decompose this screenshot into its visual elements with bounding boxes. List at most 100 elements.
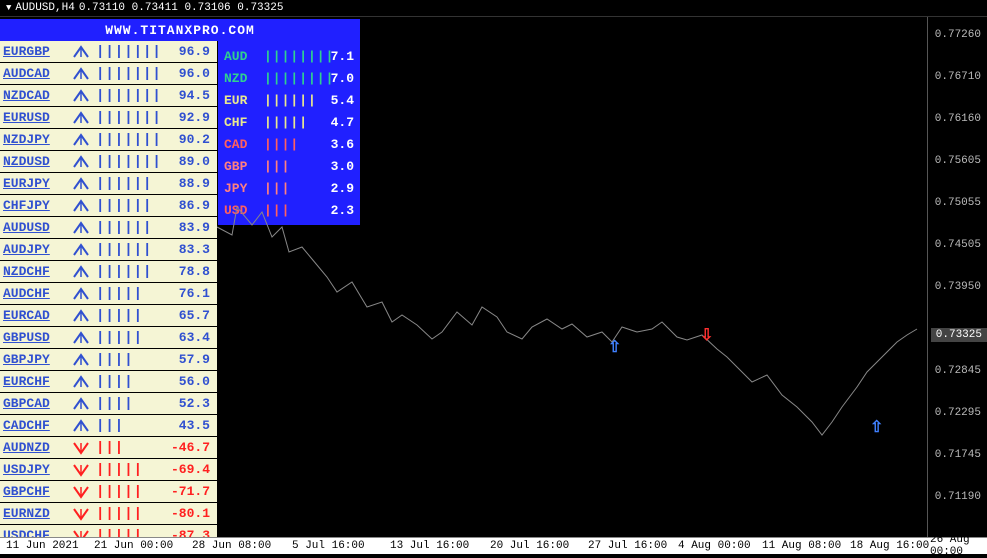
strength-bars: ||||||| [96, 44, 158, 60]
pair-strength-panel: EURGBP|||||||96.9AUDCAD|||||||96.0NZDCAD… [0, 41, 217, 547]
pair-row[interactable]: NZDCAD|||||||94.5 [0, 85, 217, 107]
pair-value: 86.9 [158, 198, 214, 213]
strength-bars: |||||| [96, 198, 158, 214]
strength-value: 5.4 [318, 93, 354, 108]
pair-symbol[interactable]: AUDCHF [0, 286, 66, 301]
pair-symbol[interactable]: GBPJPY [0, 352, 66, 367]
pair-value: 76.1 [158, 286, 214, 301]
pair-row[interactable]: EURJPY||||||88.9 [0, 173, 217, 195]
pair-row[interactable]: CADCHF|||43.5 [0, 415, 217, 437]
pair-value: -69.4 [158, 462, 214, 477]
buy-signal-icon: ⇧ [870, 417, 883, 437]
up-arrow-icon [66, 353, 96, 367]
pair-symbol[interactable]: USDJPY [0, 462, 66, 477]
dropdown-icon[interactable]: ▼ [6, 3, 11, 13]
up-arrow-icon [66, 375, 96, 389]
pair-row[interactable]: GBPJPY||||57.9 [0, 349, 217, 371]
pair-symbol[interactable]: CADCHF [0, 418, 66, 433]
pair-row[interactable]: GBPUSD|||||63.4 [0, 327, 217, 349]
strength-bars: |||| [264, 137, 312, 152]
time-label: 18 Aug 16:00 [850, 540, 929, 552]
pair-row[interactable]: NZDJPY|||||||90.2 [0, 129, 217, 151]
currency-symbol: JPY [224, 181, 258, 196]
strength-bars: |||||| [96, 176, 158, 192]
strength-bars: ||||||| [96, 88, 158, 104]
strength-row: JPY|||2.9 [224, 177, 354, 199]
strength-bars: ||| [96, 440, 158, 456]
down-arrow-icon [66, 485, 96, 499]
time-label: 4 Aug 00:00 [678, 540, 751, 552]
pair-value: 65.7 [158, 308, 214, 323]
pair-row[interactable]: GBPCHF|||||-71.7 [0, 481, 217, 503]
pair-row[interactable]: EURCHF||||56.0 [0, 371, 217, 393]
pair-symbol[interactable]: GBPCAD [0, 396, 66, 411]
pair-symbol[interactable]: AUDNZD [0, 440, 66, 455]
pair-row[interactable]: AUDCAD|||||||96.0 [0, 63, 217, 85]
pair-symbol[interactable]: NZDJPY [0, 132, 66, 147]
pair-value: -46.7 [158, 440, 214, 455]
strength-row: AUD||||||||7.1 [224, 45, 354, 67]
strength-bars: ||||| [264, 115, 312, 130]
pair-value: 63.4 [158, 330, 214, 345]
pair-symbol[interactable]: NZDCAD [0, 88, 66, 103]
strength-bars: ||||| [96, 462, 158, 478]
pair-value: 78.8 [158, 264, 214, 279]
pair-symbol[interactable]: AUDUSD [0, 220, 66, 235]
strength-value: 4.7 [318, 115, 354, 130]
pair-row[interactable]: NZDUSD|||||||89.0 [0, 151, 217, 173]
pair-row[interactable]: AUDJPY||||||83.3 [0, 239, 217, 261]
pair-symbol[interactable]: NZDCHF [0, 264, 66, 279]
strength-bars: |||||| [96, 220, 158, 236]
up-arrow-icon [66, 67, 96, 81]
price-label: 0.77260 [935, 29, 981, 41]
up-arrow-icon [66, 309, 96, 323]
pair-symbol[interactable]: EURCHF [0, 374, 66, 389]
pair-symbol[interactable]: AUDCAD [0, 66, 66, 81]
currency-symbol: USD [224, 203, 258, 218]
pair-row[interactable]: EURNZD|||||-80.1 [0, 503, 217, 525]
strength-bars: ||||| [96, 484, 158, 500]
pair-row[interactable]: CHFJPY ||||||86.9 [0, 195, 217, 217]
price-label: 0.75605 [935, 155, 981, 167]
currency-symbol: GBP [224, 159, 258, 174]
price-label: 0.72295 [935, 407, 981, 419]
currency-symbol: CHF [224, 115, 258, 130]
pair-value: -80.1 [158, 506, 214, 521]
pair-row[interactable]: AUDCHF |||||76.1 [0, 283, 217, 305]
currency-symbol: EUR [224, 93, 258, 108]
pair-row[interactable]: EURUSD |||||||92.9 [0, 107, 217, 129]
pair-symbol[interactable]: EURCAD [0, 308, 66, 323]
strength-row: GBP|||3.0 [224, 155, 354, 177]
strength-value: 2.3 [318, 203, 354, 218]
chart-area[interactable]: ↓ WWW.TITANXPRO.COM EURGBP|||||||96.9AUD… [0, 17, 987, 554]
pair-row[interactable]: USDJPY |||||-69.4 [0, 459, 217, 481]
strength-bars: ||||||| [96, 66, 158, 82]
pair-row[interactable]: AUDUSD||||||83.9 [0, 217, 217, 239]
pair-row[interactable]: GBPCAD||||52.3 [0, 393, 217, 415]
currency-symbol: NZD [224, 71, 258, 86]
title-bar: ▼ AUDUSD,H4 0.73110 0.73411 0.73106 0.73… [0, 0, 987, 17]
pair-symbol[interactable]: EURUSD [0, 110, 66, 125]
up-arrow-icon [66, 221, 96, 235]
pair-symbol[interactable]: EURNZD [0, 506, 66, 521]
pair-symbol[interactable]: CHFJPY [0, 198, 66, 213]
strength-bars: ||||| [96, 286, 158, 302]
pair-symbol[interactable]: EURGBP [0, 44, 66, 59]
pair-row[interactable]: EURGBP|||||||96.9 [0, 41, 217, 63]
up-arrow-icon [66, 133, 96, 147]
pair-symbol[interactable]: GBPUSD [0, 330, 66, 345]
pair-symbol[interactable]: AUDJPY [0, 242, 66, 257]
pair-value: 92.9 [158, 110, 214, 125]
pair-symbol[interactable]: NZDUSD [0, 154, 66, 169]
pair-symbol[interactable]: GBPCHF [0, 484, 66, 499]
pair-symbol[interactable]: EURJPY [0, 176, 66, 191]
up-arrow-icon [66, 89, 96, 103]
up-arrow-icon [66, 111, 96, 125]
chart-ohlc: 0.73110 0.73411 0.73106 0.73325 [79, 2, 284, 14]
pair-row[interactable]: AUDNZD |||-46.7 [0, 437, 217, 459]
strength-bars: ||||||| [96, 110, 158, 126]
pair-row[interactable]: EURCAD|||||65.7 [0, 305, 217, 327]
pair-row[interactable]: NZDCHF||||||78.8 [0, 261, 217, 283]
pair-value: 57.9 [158, 352, 214, 367]
pair-value: 56.0 [158, 374, 214, 389]
